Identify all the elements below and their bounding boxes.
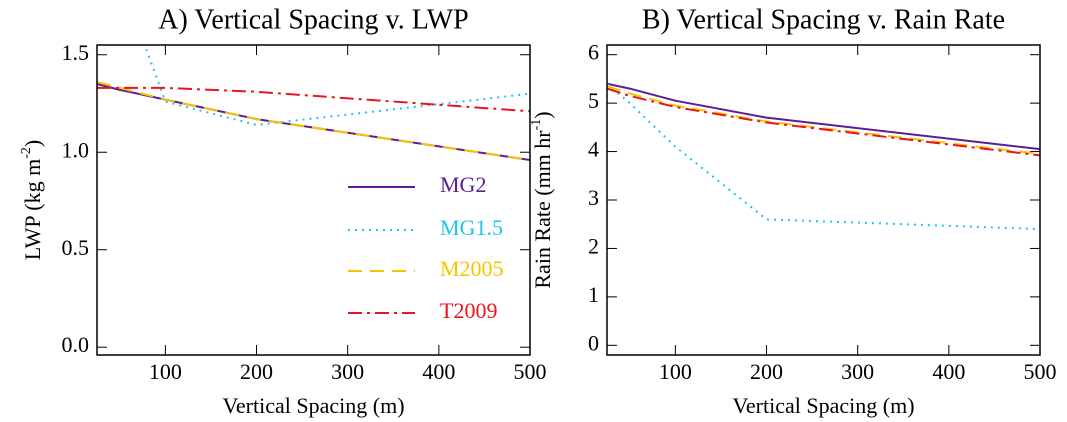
y-axis-label: LWP (kg m-2) (19, 140, 45, 260)
y-tick-label: 1.5 (62, 40, 90, 65)
y-tick-label: 1.0 (62, 137, 90, 162)
x-tick-label: 500 (1024, 359, 1057, 384)
y-tick-label: 0.0 (62, 332, 90, 357)
x-tick-label: 200 (240, 359, 273, 384)
y-axis-label-part: Rain Rate (mm hr (530, 130, 555, 289)
panel: B) Vertical Spacing v. Rain Rate Vertical… (529, 4, 1056, 418)
chart-title: A) Vertical Spacing v. LWP (158, 4, 469, 35)
legend-label: MG2 (440, 172, 486, 197)
x-tick-label: 100 (659, 359, 692, 384)
series-line (607, 87, 1040, 157)
y-axis-label: Rain Rate (mm hr-1) (529, 111, 555, 288)
series-line (97, 86, 530, 113)
series-line (607, 82, 1040, 231)
legend-label: T2009 (440, 298, 497, 323)
legend-label: M2005 (440, 256, 504, 281)
plot-frame (606, 44, 1041, 356)
y-tick-label: 0.5 (62, 235, 90, 260)
x-axis-label: Vertical Spacing (m) (222, 393, 404, 418)
y-axis-label-part: ) (530, 111, 555, 118)
x-tick-label: 300 (841, 359, 874, 384)
y-tick-label: 4 (588, 137, 599, 162)
plot-frame (96, 44, 531, 356)
x-tick-label: 400 (422, 359, 455, 384)
legend-label: MG1.5 (440, 215, 503, 240)
y-tick-label: 6 (588, 40, 599, 65)
y-tick-label: 3 (588, 185, 599, 210)
y-tick-label: 0 (588, 330, 599, 355)
x-tick-label: 400 (932, 359, 965, 384)
y-tick-label: 2 (588, 233, 599, 258)
series-line (97, 81, 530, 162)
x-tick-label: 100 (149, 359, 182, 384)
y-tick-label: 1 (588, 282, 599, 307)
chart-title: B) Vertical Spacing v. Rain Rate (642, 4, 1005, 35)
x-tick-label: 300 (331, 359, 364, 384)
y-axis-label-part: -1 (529, 119, 544, 131)
plot-lines (97, 45, 530, 162)
y-axis-label-part: LWP (kg m (20, 159, 45, 260)
y-axis-label-part: -2 (19, 147, 34, 159)
y-tick-label: 5 (588, 88, 599, 113)
x-axis-label: Vertical Spacing (m) (732, 393, 914, 418)
panel: A) Vertical Spacing v. LWP Vertical Spaci… (19, 4, 547, 418)
x-tick-label: 500 (514, 359, 547, 384)
y-axis-label-part: ) (20, 140, 45, 147)
x-tick-label: 200 (750, 359, 783, 384)
series-line (607, 85, 1040, 155)
plot-lines (607, 82, 1040, 231)
series-line (607, 82, 1040, 151)
